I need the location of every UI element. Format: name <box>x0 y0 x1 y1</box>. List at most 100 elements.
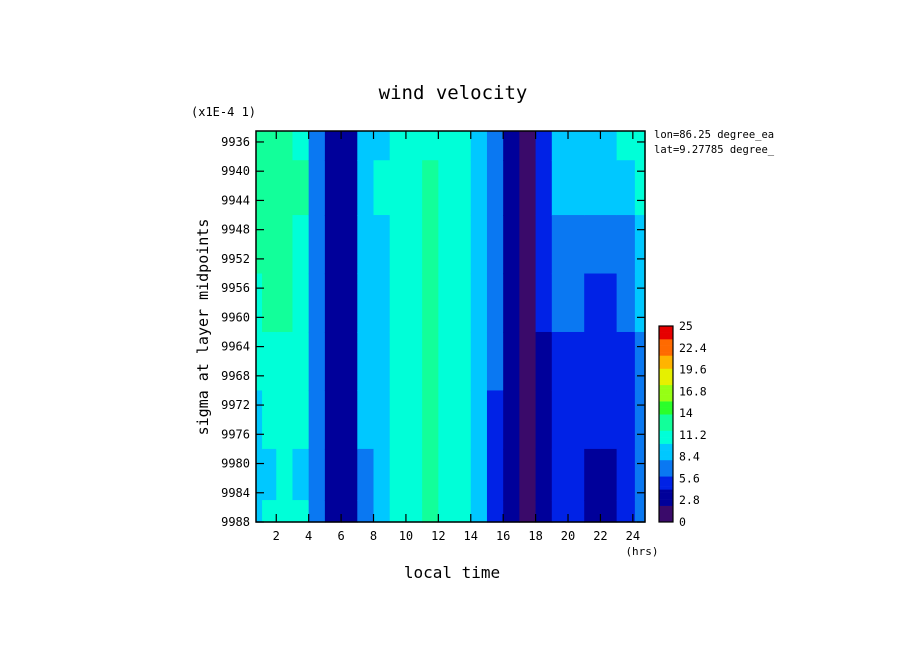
heatmap-cell <box>568 331 585 392</box>
heatmap-cell <box>262 331 277 392</box>
heatmap-cell <box>262 131 277 161</box>
heatmap-cell <box>470 273 488 333</box>
colorbar-band <box>659 371 673 376</box>
heatmap-cell <box>422 131 439 161</box>
heatmap-cell <box>519 160 537 216</box>
heatmap-cell <box>405 160 423 216</box>
heatmap-cell <box>357 331 375 392</box>
heatmap-cell <box>634 390 646 450</box>
heatmap-cell <box>584 390 602 450</box>
heatmap-cell <box>292 131 310 161</box>
heatmap-cell <box>276 131 294 161</box>
x-tick-label: 16 <box>496 529 510 543</box>
heatmap-cell <box>551 160 569 216</box>
heatmap-cell <box>389 448 407 501</box>
y-tick-label: 9976 <box>221 427 250 441</box>
heatmap-cell <box>292 390 310 450</box>
heatmap-cell <box>422 273 439 333</box>
heatmap-cell <box>486 215 504 275</box>
x-tick-label: 22 <box>593 529 607 543</box>
heatmap-cell <box>616 331 636 392</box>
colorbar-band <box>659 414 673 418</box>
heatmap-cell <box>454 215 472 275</box>
heatmap-cell <box>308 131 326 161</box>
heatmap-cell <box>503 273 520 333</box>
heatmap-cell <box>535 390 553 450</box>
y-tick-label: 9940 <box>221 164 250 178</box>
y-tick-label: 9980 <box>221 457 250 471</box>
heatmap-cell <box>357 390 375 450</box>
colorbar: 25 22.4 19.6 16.8 14 11.2 8.4 5.6 2.8 0 <box>658 319 707 529</box>
heatmap-cell <box>438 500 456 523</box>
colorbar-band <box>659 430 673 435</box>
heatmap-cell <box>486 160 504 216</box>
heatmap-cell <box>357 448 375 501</box>
x-tick-label: 12 <box>431 529 445 543</box>
colorbar-band <box>659 456 673 461</box>
colorbar-band <box>659 433 673 438</box>
heatmap-cell <box>389 215 407 275</box>
heatmap-cell <box>634 215 646 275</box>
heatmap-cell <box>616 500 636 523</box>
heatmap-cell <box>584 500 602 523</box>
colorbar-band <box>659 345 673 350</box>
annotation-lon: lon=86.25 degree_ea <box>654 129 774 141</box>
heatmap-cell <box>324 131 342 161</box>
heatmap-cell <box>373 160 391 216</box>
heatmap-cell <box>551 331 569 392</box>
x-tick-label: 10 <box>399 529 413 543</box>
heatmap-cell <box>341 131 358 161</box>
heatmap-cell <box>600 331 618 392</box>
heatmap-cell <box>389 131 407 161</box>
heatmap-cell <box>341 215 358 275</box>
heatmap-cell <box>634 500 646 523</box>
colorbar-band <box>659 424 673 428</box>
colorbar-band <box>659 512 673 516</box>
heatmap-cell <box>405 331 423 392</box>
colorbar-band <box>659 339 673 343</box>
colorbar-band <box>659 361 673 366</box>
heatmap-cell <box>389 273 407 333</box>
colorbar-band <box>659 401 673 405</box>
x-tick-label: 2 <box>273 529 280 543</box>
heatmap-cell <box>256 500 263 523</box>
heatmap-cell <box>292 331 310 392</box>
colorbar-band <box>659 489 673 493</box>
heatmap-cell <box>551 215 569 275</box>
heatmap-cell <box>568 215 585 275</box>
heatmap-cell <box>600 500 618 523</box>
y-tick-label: 9964 <box>221 340 250 354</box>
heatmap-cell <box>373 331 391 392</box>
colorbar-band <box>659 352 673 356</box>
heatmap-cell <box>568 500 585 523</box>
heatmap-cell <box>486 500 504 523</box>
heatmap-cell <box>470 500 488 523</box>
colorbar-band <box>659 384 673 389</box>
heatmap-cell <box>308 448 326 501</box>
heatmap-cell <box>535 160 553 216</box>
heatmap-cell <box>357 215 375 275</box>
heatmap-cell <box>584 131 602 161</box>
heatmap-cell <box>292 160 310 216</box>
heatmap-cell <box>486 331 504 392</box>
heatmap-cell <box>454 500 472 523</box>
heatmap-cell <box>373 448 391 501</box>
heatmap-cell <box>292 500 310 523</box>
colorbar-band <box>659 502 673 506</box>
heatmap-cell <box>486 131 504 161</box>
heatmap-cell <box>486 448 504 501</box>
colorbar-band <box>659 365 673 369</box>
heatmap-cell <box>422 215 439 275</box>
heatmap-cell <box>262 500 277 523</box>
colorbar-band <box>659 453 673 457</box>
colorbar-tick-label: 0 <box>679 515 686 529</box>
heatmap-cell <box>256 331 263 392</box>
heatmap-cell <box>341 331 358 392</box>
y-axis-ticks: 9936 9940 9944 9948 9952 9956 9960 9964 9968 9972… <box>221 135 645 529</box>
heatmap-cell <box>422 331 439 392</box>
heatmap-cells <box>256 131 646 523</box>
heatmap-cell <box>519 215 537 275</box>
heatmap-cell <box>438 215 456 275</box>
heatmap-cell <box>422 500 439 523</box>
heatmap-cell <box>454 390 472 450</box>
